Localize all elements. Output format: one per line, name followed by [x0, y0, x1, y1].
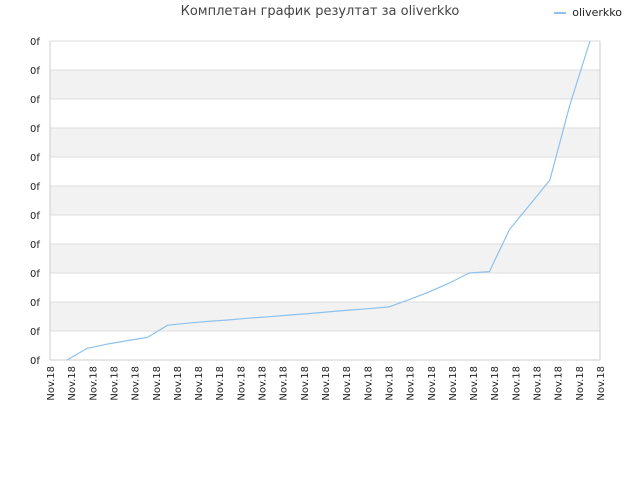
x-tick-label: Nov.18	[279, 366, 290, 401]
x-tick-label: Nov.18	[321, 366, 332, 401]
x-tick-label: Nov.18	[342, 366, 353, 401]
x-tick-label: Nov.18	[596, 366, 607, 401]
x-tick-label: Nov.18	[109, 366, 120, 401]
x-tick-label: Nov.18	[363, 366, 374, 401]
x-tick-label: Nov.18	[215, 366, 226, 401]
series-line	[66, 40, 591, 361]
y-tick-label: 0f	[30, 327, 40, 338]
y-tick-label: 0f	[30, 66, 40, 77]
y-tick-label: 0f	[30, 269, 40, 280]
x-tick-label: Nov.18	[46, 366, 57, 401]
chart-title: Комплетан график резултат за oliverkko	[180, 4, 460, 19]
legend-swatch	[554, 11, 567, 14]
y-tick-label: 0f	[30, 182, 40, 193]
x-tick-label: Nov.18	[511, 366, 522, 401]
x-tick-label: Nov.18	[575, 366, 586, 401]
x-tick-label: Nov.18	[300, 366, 311, 401]
x-tick-label: Nov.18	[533, 366, 544, 401]
x-tick-label: Nov.18	[131, 366, 142, 401]
y-tick-label: 0f	[30, 211, 40, 222]
plot-band	[50, 186, 600, 215]
x-tick-label: Nov.18	[469, 366, 480, 401]
y-tick-label: 0f	[30, 298, 40, 309]
y-tick-label: 0f	[30, 356, 40, 367]
y-tick-label: 0f	[30, 95, 40, 106]
x-tick-label: Nov.18	[490, 366, 501, 401]
legend-label: oliverkko	[572, 6, 622, 19]
x-tick-label: Nov.18	[194, 366, 205, 401]
legend: oliverkko	[554, 6, 622, 19]
plot-band	[50, 128, 600, 157]
plot-band	[50, 70, 600, 99]
y-tick-label: 0f	[30, 124, 40, 135]
x-tick-label: Nov.18	[406, 366, 417, 401]
x-tick-label: Nov.18	[152, 366, 163, 401]
x-tick-label: Nov.18	[427, 366, 438, 401]
x-tick-label: Nov.18	[236, 366, 247, 401]
x-tick-label: Nov.18	[67, 366, 78, 401]
y-tick-label: 0f	[30, 240, 40, 251]
x-tick-label: Nov.18	[258, 366, 269, 401]
x-tick-label: Nov.18	[554, 366, 565, 401]
plot-band	[50, 244, 600, 273]
y-tick-label: 0f	[30, 153, 40, 164]
x-tick-label: Nov.18	[173, 366, 184, 401]
x-tick-label: Nov.18	[384, 366, 395, 401]
x-tick-label: Nov.18	[88, 366, 99, 401]
x-tick-label: Nov.18	[448, 366, 459, 401]
plot-band	[50, 302, 600, 331]
y-tick-label: 0f	[30, 37, 40, 48]
